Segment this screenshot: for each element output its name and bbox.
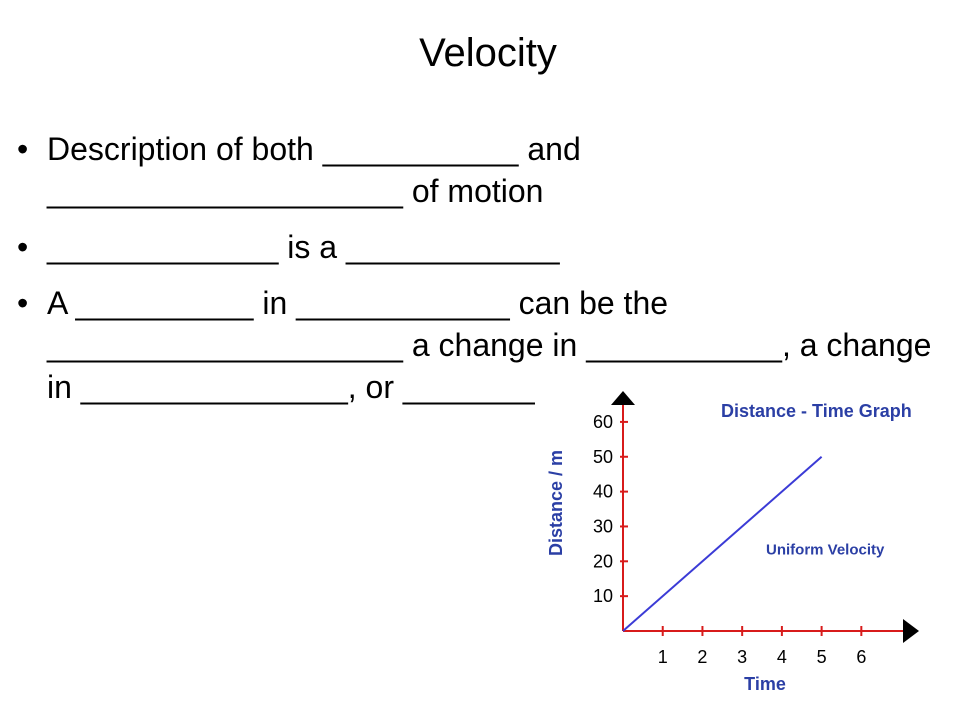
chart-annotation: Uniform Velocity [766,541,885,558]
bullet-text: _____________ is a ____________ [47,229,560,265]
bullet-item: • Description of both ___________ and __… [0,128,960,212]
y-tick-label: 20 [593,551,613,571]
x-tick-label: 6 [856,647,866,667]
series-line [622,456,823,632]
y-tick-label: 10 [593,586,613,606]
bullet-dot: • [17,131,29,167]
bullet-list: • Description of both ___________ and __… [0,128,960,408]
bullet-dot: • [17,229,29,265]
y-tick-label: 50 [593,447,613,467]
slide-title: Velocity [419,31,557,75]
y-tick-label: 60 [593,412,613,432]
bullet-text: A __________ in ____________ can be the … [47,285,932,405]
y-axis-arrowhead [611,391,635,405]
distance-time-chart: 10 20 30 40 50 60 1 2 3 4 5 6 Distance - Time Graph U… [535,385,960,705]
x-tick-label: 5 [817,647,827,667]
x-tick-label: 4 [777,647,787,667]
chart-title: Distance - Time Graph [721,401,912,421]
x-tick-label: 3 [737,647,747,667]
chart-svg: 10 20 30 40 50 60 1 2 3 4 5 6 Distance - Time Graph U… [546,391,919,694]
x-tick-label: 2 [697,647,707,667]
bullet-item: • _____________ is a ____________ [0,226,960,268]
y-tick-label: 30 [593,516,613,536]
x-axis-label: Time [744,674,786,694]
x-axis-arrowhead [903,619,919,643]
bullet-dot: • [17,285,29,321]
y-axis-label: Distance / m [546,450,566,556]
x-tick-label: 1 [658,647,668,667]
y-tick-label: 40 [593,482,613,502]
bullet-item: • A __________ in ____________ can be th… [0,282,960,408]
bullet-text: Description of both ___________ and ____… [47,131,581,209]
